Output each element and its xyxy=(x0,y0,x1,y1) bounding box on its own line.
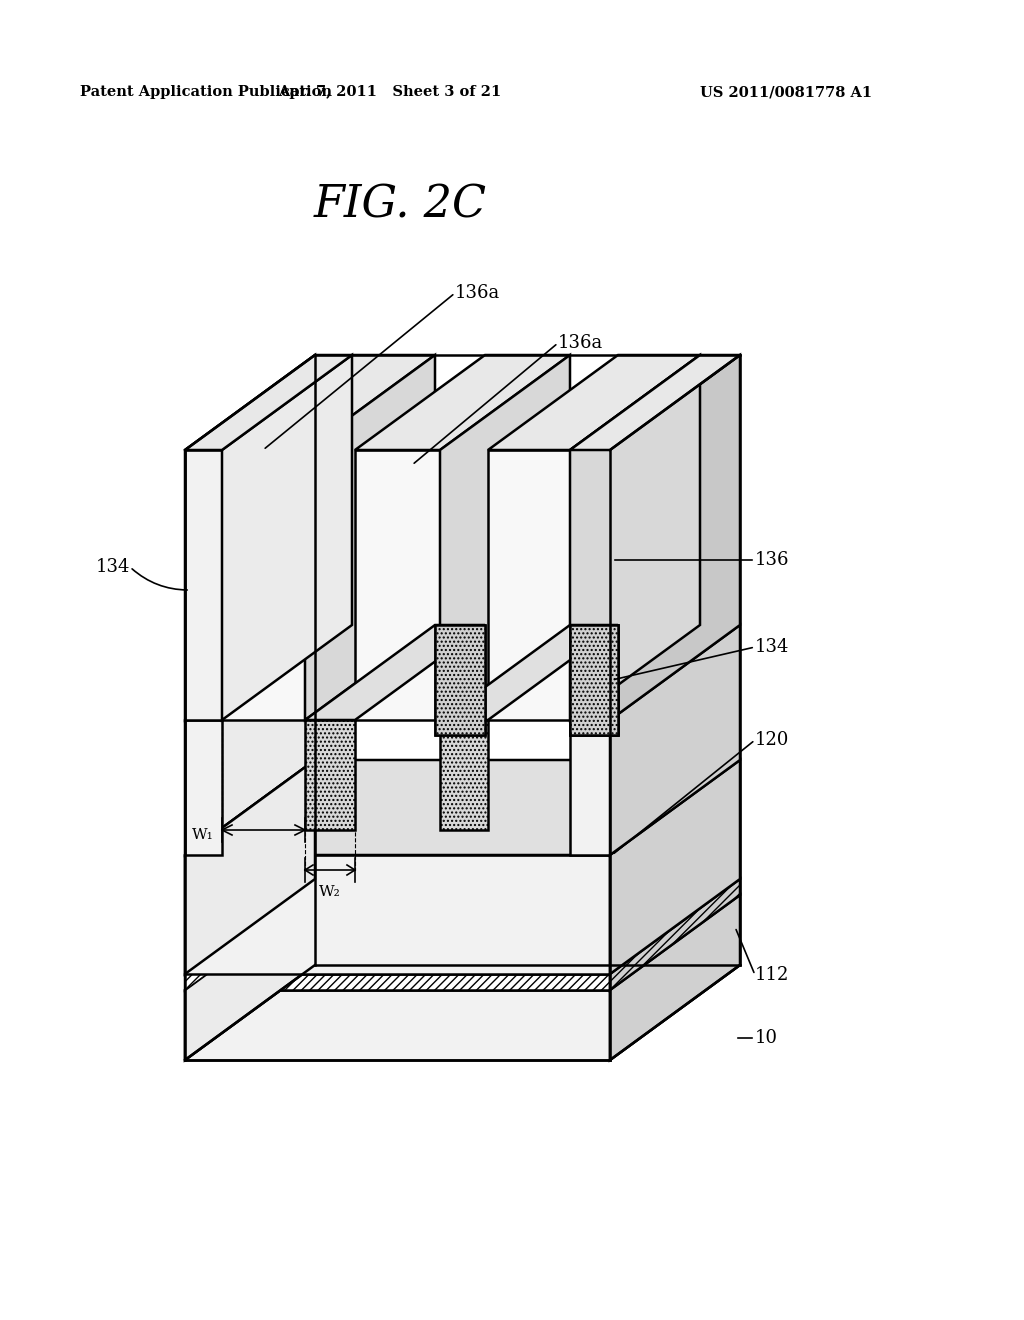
Polygon shape xyxy=(570,719,610,855)
Polygon shape xyxy=(185,895,315,1060)
Polygon shape xyxy=(610,895,740,1060)
Polygon shape xyxy=(570,355,740,450)
Polygon shape xyxy=(185,760,740,855)
Polygon shape xyxy=(185,760,315,974)
Text: 136: 136 xyxy=(755,550,790,569)
Polygon shape xyxy=(355,450,440,719)
Polygon shape xyxy=(185,719,222,855)
Text: W₁: W₁ xyxy=(193,828,214,842)
Polygon shape xyxy=(440,624,618,719)
Polygon shape xyxy=(185,895,315,1060)
Polygon shape xyxy=(305,719,355,830)
Text: 134: 134 xyxy=(755,638,790,656)
Polygon shape xyxy=(570,624,618,735)
Text: W₂: W₂ xyxy=(319,884,341,899)
Polygon shape xyxy=(570,624,618,735)
Text: 10: 10 xyxy=(755,1030,778,1047)
Polygon shape xyxy=(185,974,610,990)
Polygon shape xyxy=(435,624,485,735)
Text: 134: 134 xyxy=(95,558,130,576)
Polygon shape xyxy=(185,355,315,719)
Polygon shape xyxy=(610,624,740,855)
Polygon shape xyxy=(440,355,570,719)
Polygon shape xyxy=(610,879,740,990)
Polygon shape xyxy=(185,879,315,990)
Polygon shape xyxy=(570,624,618,735)
Polygon shape xyxy=(440,719,488,830)
Polygon shape xyxy=(610,879,740,990)
Polygon shape xyxy=(570,355,700,719)
Polygon shape xyxy=(610,895,740,1060)
Polygon shape xyxy=(355,355,570,450)
Polygon shape xyxy=(222,355,352,719)
Polygon shape xyxy=(185,450,222,719)
Text: US 2011/0081778 A1: US 2011/0081778 A1 xyxy=(700,84,872,99)
Text: FIG. 2C: FIG. 2C xyxy=(313,183,486,227)
Text: 112: 112 xyxy=(755,966,790,983)
Polygon shape xyxy=(610,760,740,974)
Polygon shape xyxy=(435,624,485,735)
Polygon shape xyxy=(185,355,352,450)
Polygon shape xyxy=(610,355,740,719)
Polygon shape xyxy=(185,855,610,974)
Polygon shape xyxy=(185,879,315,990)
Text: Apr. 7, 2011   Sheet 3 of 21: Apr. 7, 2011 Sheet 3 of 21 xyxy=(279,84,502,99)
Polygon shape xyxy=(185,760,315,974)
Polygon shape xyxy=(185,895,740,990)
Polygon shape xyxy=(488,355,700,450)
Polygon shape xyxy=(570,450,610,719)
Polygon shape xyxy=(222,355,435,450)
Text: Patent Application Publication: Patent Application Publication xyxy=(80,84,332,99)
Polygon shape xyxy=(610,760,740,974)
Polygon shape xyxy=(305,450,355,719)
Polygon shape xyxy=(305,624,485,719)
Polygon shape xyxy=(488,450,570,719)
Polygon shape xyxy=(185,990,610,1060)
Text: 120: 120 xyxy=(755,731,790,748)
Polygon shape xyxy=(185,879,740,974)
Polygon shape xyxy=(222,450,305,719)
Text: 136a: 136a xyxy=(455,284,501,302)
Text: 136a: 136a xyxy=(558,334,603,352)
Polygon shape xyxy=(440,450,488,719)
Polygon shape xyxy=(185,624,315,855)
Polygon shape xyxy=(305,355,435,719)
